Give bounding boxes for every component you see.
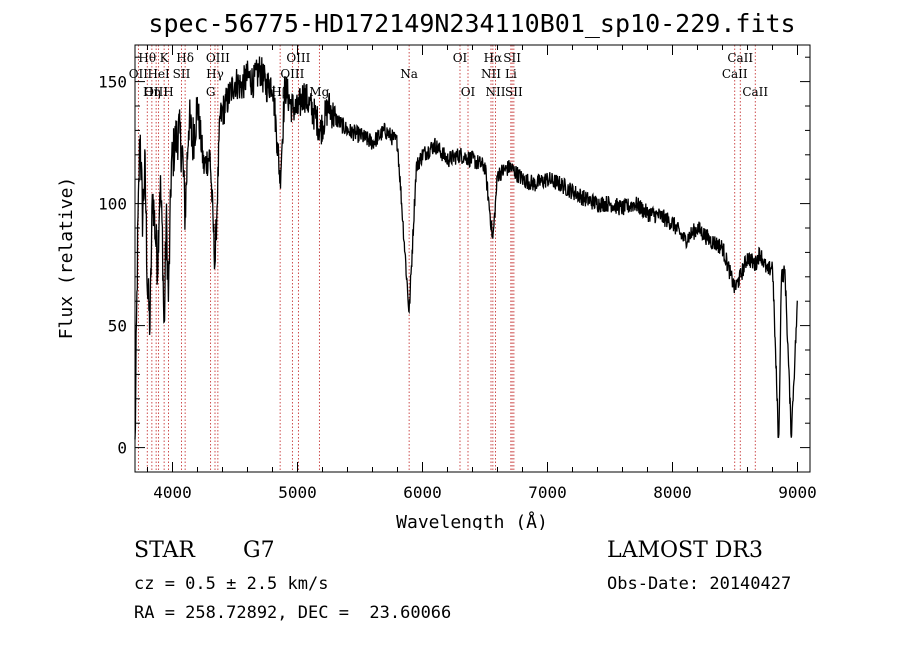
subclass: G7	[243, 538, 275, 563]
line-label-15: Mg	[309, 85, 329, 99]
line-label-0: Hθ	[138, 51, 156, 65]
spectrum-chart: spec-56775-HD172149N234110B01_sp10-229.f…	[56, 9, 817, 530]
x-tick-label: 8000	[653, 483, 692, 502]
spectrum-line	[134, 56, 798, 440]
line-label-24: SII	[505, 85, 523, 99]
coordinates-text: RA = 258.72892, DEC = 23.60066	[134, 603, 452, 623]
line-label-16: Na	[400, 67, 418, 81]
y-tick-label: 50	[108, 317, 127, 336]
x-tick-label: 4000	[153, 483, 192, 502]
x-axis-label: Wavelength (Å)	[396, 511, 548, 530]
obs-date: Obs-Date: 20140427	[607, 574, 792, 594]
line-label-5: K	[160, 51, 170, 65]
line-label-3: Hη	[143, 85, 161, 99]
line-label-2: OIII	[144, 85, 168, 99]
plot-frame	[134, 44, 811, 473]
line-label-11: G	[206, 85, 216, 99]
y-tick-label: 100	[98, 195, 127, 214]
line-label-22: SII	[503, 51, 521, 65]
spectral-line-markers	[137, 45, 756, 472]
x-tick-label: 9000	[778, 483, 817, 502]
line-label-8: SII	[173, 67, 191, 81]
line-label-27: CaII	[742, 85, 768, 99]
line-label-9: OIII	[206, 51, 230, 65]
y-axis-ticks: 0 50 100 150	[98, 56, 810, 458]
line-label-26: CaII	[722, 67, 748, 81]
chart-title: spec-56775-HD172149N234110B01_sp10-229.f…	[148, 9, 795, 38]
x-axis-ticks: 4000 5000 6000 7000 8000 9000	[147, 45, 817, 502]
line-label-7: Hδ	[176, 51, 194, 65]
line-label-13: OIII	[280, 67, 304, 81]
y-tick-label: 150	[98, 73, 127, 92]
x-tick-label: 6000	[403, 483, 442, 502]
line-label-1: OII	[129, 67, 149, 81]
redshift-text: cz = 0.5 ± 2.5 km/s	[134, 574, 329, 594]
line-label-14: Hβ	[271, 85, 288, 99]
line-label-18: OI	[461, 85, 476, 99]
line-label-21: NII	[486, 85, 506, 99]
y-axis-label: Flux (relative)	[56, 177, 77, 340]
line-label-20: NII	[481, 67, 501, 81]
line-label-19: Hα	[484, 51, 503, 65]
survey-name: LAMOST DR3	[607, 538, 763, 563]
line-label-23: Li	[505, 67, 517, 81]
line-label-6: H	[163, 85, 173, 99]
line-label-10: Hγ	[206, 67, 224, 81]
line-label-17: OI	[453, 51, 468, 65]
line-label-25: CaII	[727, 51, 753, 65]
line-label-12: OIII	[286, 51, 310, 65]
line-label-4: HeI	[147, 67, 170, 81]
object-type: STAR	[134, 538, 195, 563]
y-tick-label: 0	[117, 439, 127, 458]
x-tick-label: 7000	[528, 483, 567, 502]
x-tick-label: 5000	[278, 483, 317, 502]
